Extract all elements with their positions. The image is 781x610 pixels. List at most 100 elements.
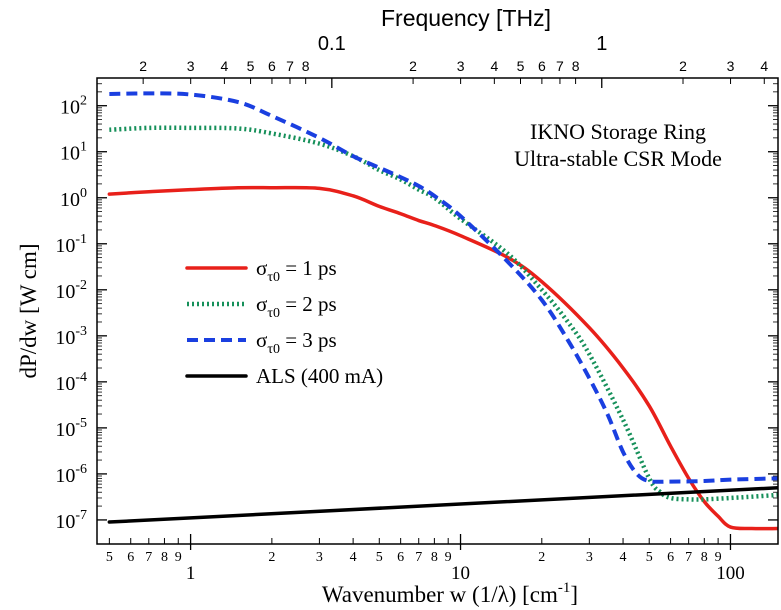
x-minor-tick-label: 5 [106,550,113,565]
y-tick-label: 10-6 [55,462,87,487]
y-tick-base: 10 [55,281,75,303]
y-tick-label: 10-3 [55,324,87,349]
top-minor-tick-label: 4 [490,58,498,74]
y-tick-exponent: -4 [75,370,87,385]
y-tick-exponent: -1 [75,232,87,247]
top-minor-tick-label: 5 [247,58,255,74]
top-axis-label: Frequency [THz] [381,5,551,31]
y-tick-base: 10 [55,373,75,395]
series-layer [107,91,778,531]
top-minor-tick-label: 2 [139,58,147,74]
plot-frame [96,77,779,545]
top-minor-tick-label: 2 [409,58,417,74]
x-axis-label-main: Wavenumber w (1/λ) [cm [322,582,558,607]
top-minor-tick-label: 8 [572,58,580,74]
y-tick-label: 10-7 [55,508,87,533]
y-tick-base: 10 [55,511,75,533]
legend-label-1: στ0 = 1 ps [256,256,337,285]
x-minor-tick-label: 4 [620,550,627,565]
x-minor-tick-label: 8 [431,550,438,565]
x-minor-tick-label: 3 [316,550,323,565]
y-tick-exponent: -7 [75,508,87,523]
annotation-line-2: Ultra-stable CSR Mode [514,146,722,171]
y-tick-label: 101 [60,140,87,165]
x-axis-label-end: ] [570,582,578,607]
top-minor-tick-label: 4 [221,58,229,74]
x-minor-tick-label: 9 [445,550,452,565]
top-minor-tick-label: 5 [517,58,525,74]
legend-label-4: ALS (400 mA) [256,364,383,388]
x-minor-tick-label: 6 [667,550,674,565]
top-minor-tick-label: 6 [538,58,546,74]
legend-label-main: σ [256,292,267,316]
y-tick-exponent: -6 [75,462,87,477]
top-minor-tick-label: 7 [556,58,564,74]
y-tick-exponent: -5 [75,416,87,431]
x-axis-label-sup: -1 [558,580,571,596]
y-tick-base: 10 [55,235,75,257]
legend-label-tail: = 1 ps [280,256,337,280]
legend-label-tail: = 2 ps [280,292,337,316]
top-minor-tick-label: 4 [760,58,768,74]
y-tick-base: 10 [60,143,80,165]
top-minor-tick-label: 3 [457,58,465,74]
y-tick-label: 10-4 [55,370,87,395]
series-line-1 [107,185,778,531]
legend-label-sub: τ0 [267,270,280,285]
x-minor-tick-label: 9 [715,550,722,565]
legend-label-2: στ0 = 2 ps [256,292,337,321]
y-tick-exponent: -2 [75,278,87,293]
legend-label-tail: = 3 ps [280,328,337,352]
x-minor-tick-label: 2 [268,550,275,565]
y-tick-label: 10-1 [55,232,87,257]
top-minor-tick-label: 2 [679,58,687,74]
x-minor-tick-label: 5 [376,550,383,565]
top-minor-tick-label: 7 [286,58,294,74]
annotation-line-1: IKNO Storage Ring [530,119,706,144]
x-minor-tick-label: 4 [350,550,357,565]
top-minor-tick-label: 3 [727,58,735,74]
top-minor-tick-label: 3 [187,58,195,74]
legend-label-main: σ [256,256,267,280]
legend-label-sub: τ0 [267,342,280,357]
y-tick-label: 100 [60,186,87,211]
y-tick-exponent: 1 [80,140,87,155]
x-minor-tick-label: 9 [175,550,182,565]
x-tick-label: 100 [716,563,745,584]
top-tick-label: 1 [596,33,607,55]
y-tick-label: 102 [60,94,87,119]
legend-label-main: σ [256,328,267,352]
x-minor-tick-label: 2 [538,550,545,565]
x-minor-tick-label: 6 [397,550,404,565]
top-tick-label: 0.1 [318,33,346,55]
x-minor-tick-label: 7 [415,550,422,565]
series-line-4 [107,486,778,524]
top-minor-tick-label: 8 [302,58,310,74]
legend-label-main: ALS (400 mA) [256,364,383,388]
x-minor-tick-label: 6 [127,550,134,565]
series-line-2 [109,125,778,502]
legend-label-sub: τ0 [267,306,280,321]
x-minor-tick-label: 3 [586,550,593,565]
x-minor-tick-label: 7 [685,550,692,565]
legend-label-3: στ0 = 3 ps [256,328,337,357]
y-tick-label: 10-5 [55,416,87,441]
x-minor-tick-label: 5 [646,550,653,565]
x-minor-tick-label: 8 [161,550,168,565]
y-tick-exponent: 2 [80,94,87,109]
x-minor-tick-label: 8 [701,550,708,565]
x-tick-label: 10 [451,563,470,584]
top-minor-tick-label: 6 [268,58,276,74]
x-axis-label: Wavenumber w (1/λ) [cm-1] [322,580,578,607]
y-tick-base: 10 [60,189,80,211]
y-tick-exponent: -3 [75,324,87,339]
y-tick-exponent: 0 [80,186,87,201]
y-tick-label: 10-2 [55,278,87,303]
x-minor-tick-label: 7 [145,550,152,565]
y-tick-base: 10 [55,465,75,487]
x-tick-label: 1 [186,563,196,584]
series-line-3 [109,91,778,484]
